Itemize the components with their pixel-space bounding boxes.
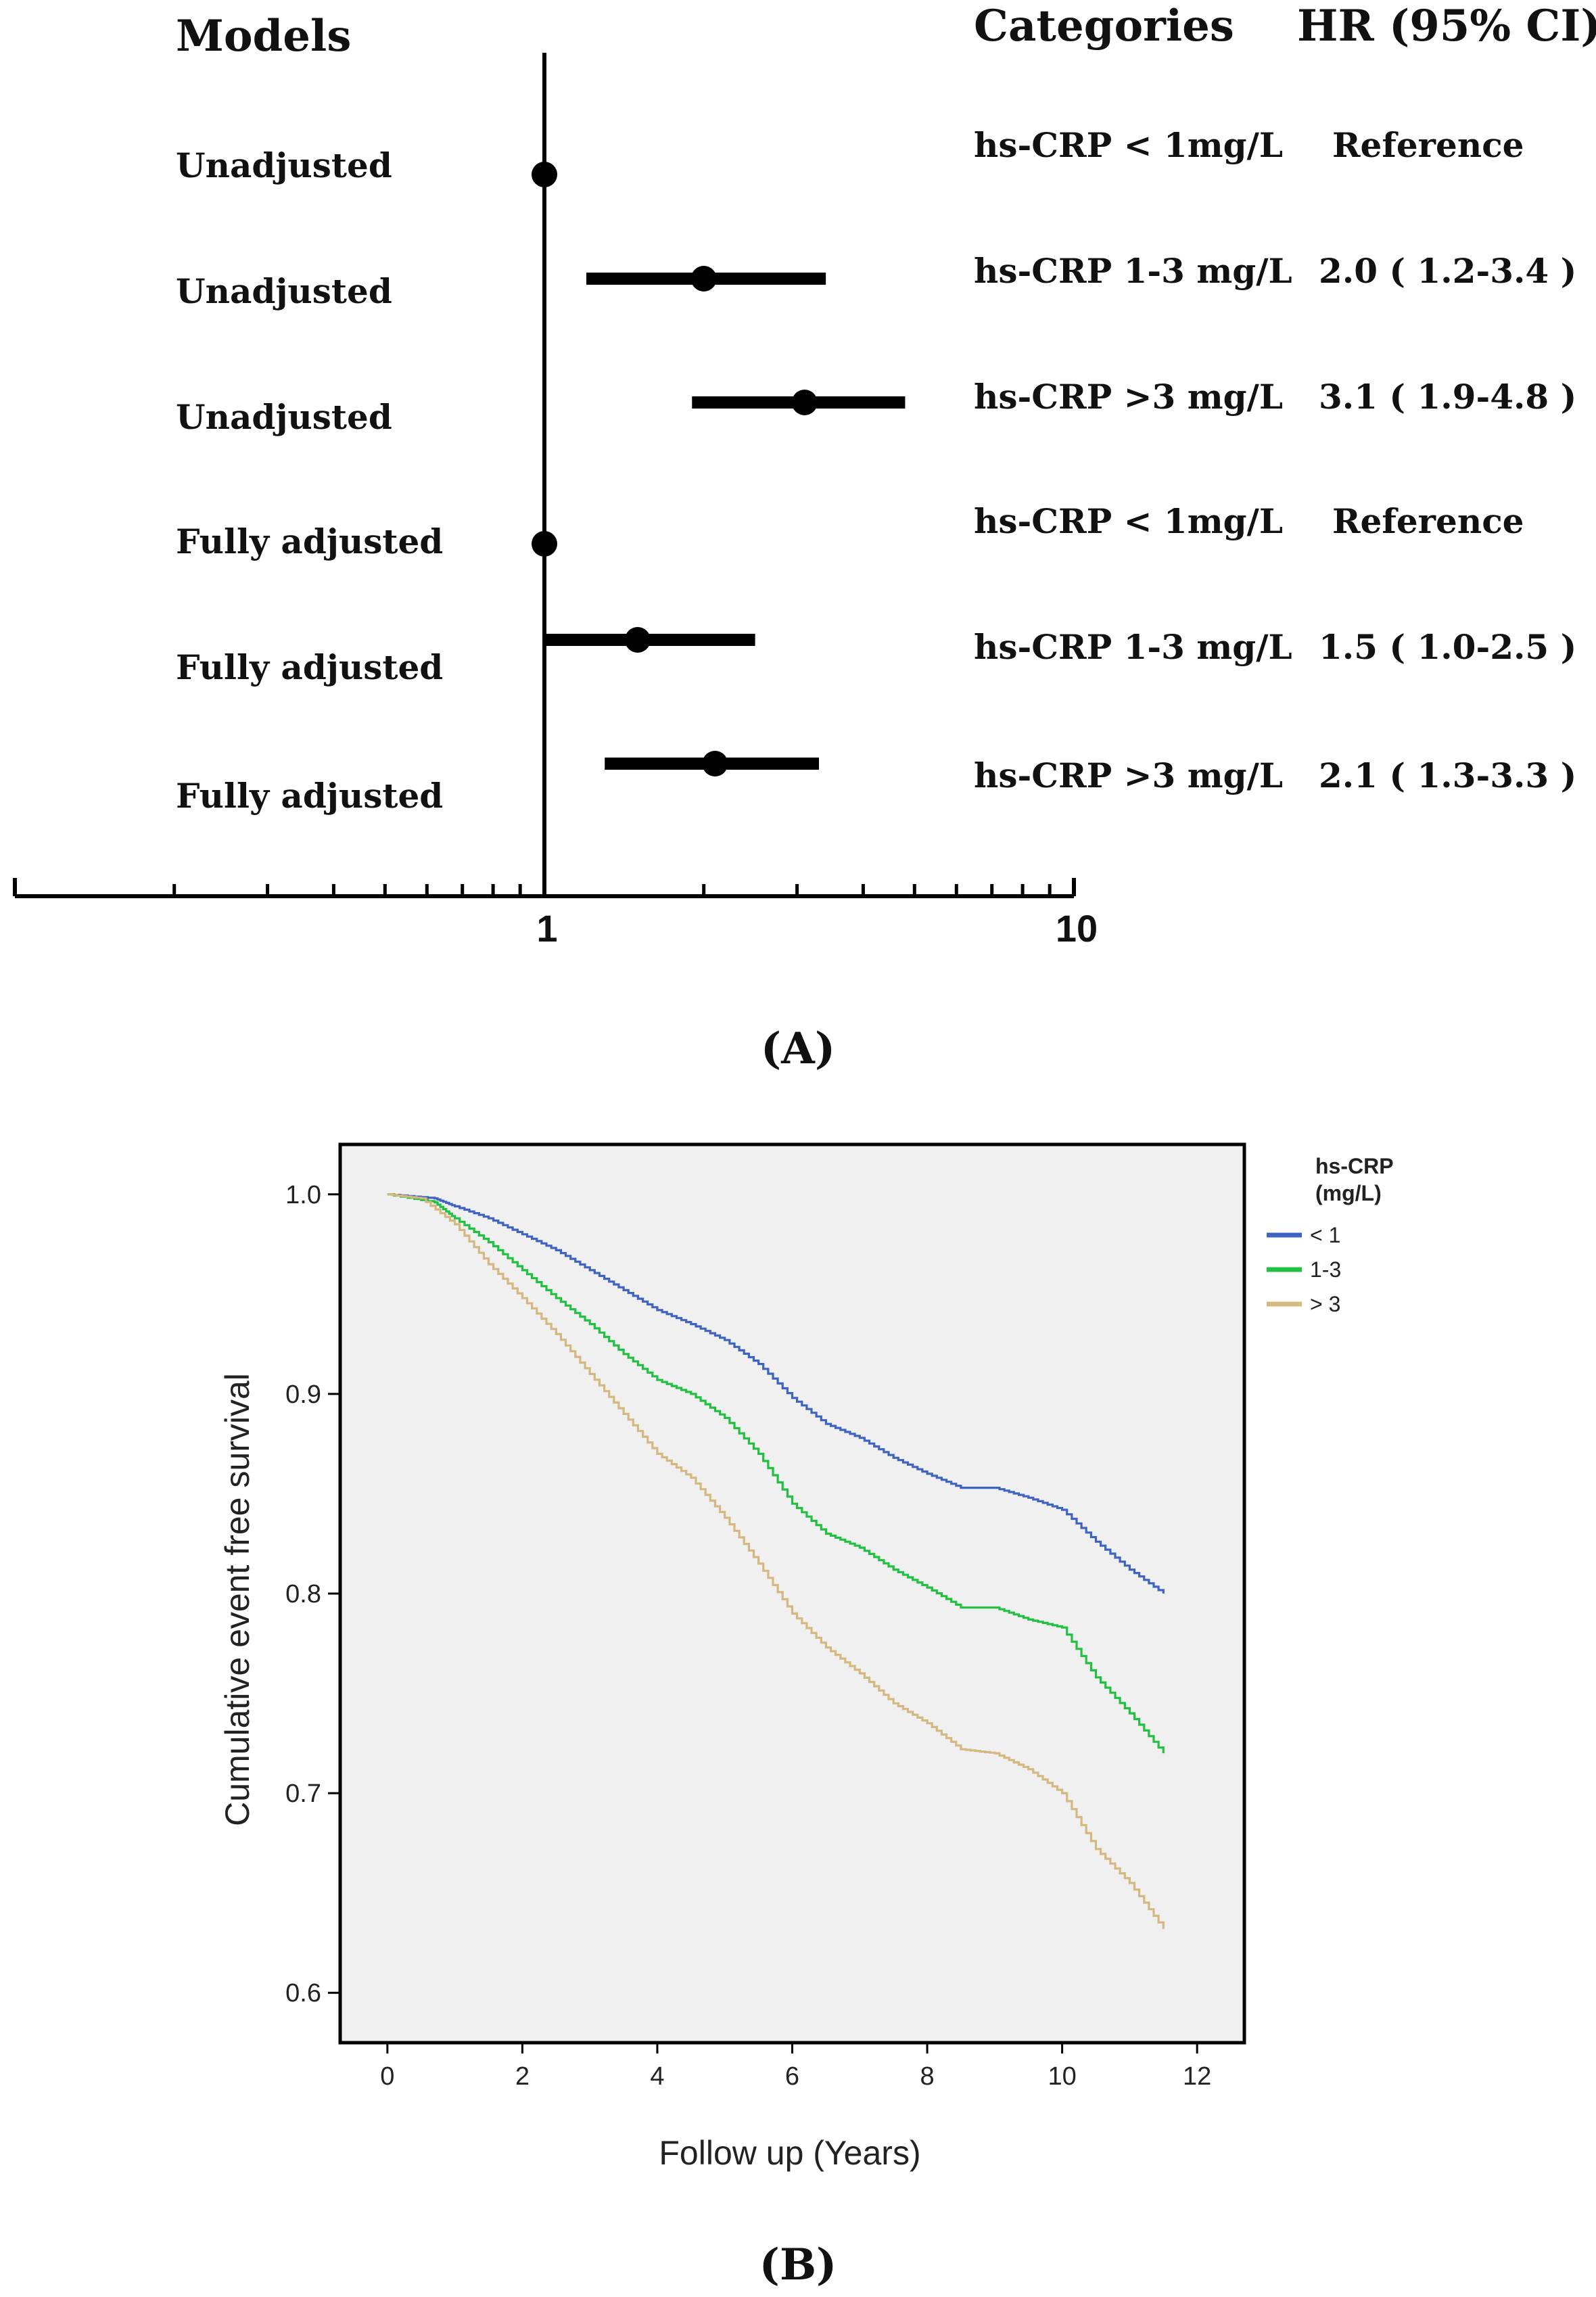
categories-header: Categories	[974, 1, 1234, 51]
hr-point	[791, 390, 818, 415]
forest-plot-panel: Models Categories HR (95% CI) Unadjusted…	[13, 1, 1596, 1074]
model-label: Fully adjusted	[176, 521, 443, 561]
category-label: hs-CRP 1-3 mg/L	[974, 627, 1292, 667]
legend-label: < 1	[1310, 1223, 1340, 1247]
model-label: Fully adjusted	[176, 647, 443, 687]
category-label: hs-CRP 1-3 mg/L	[974, 251, 1292, 291]
survival-plot-panel: 0 2 4 6 8 10 12 0.6 0.7 0.8 0.9 1.0 Follow up (Year…	[218, 1142, 1394, 2290]
models-header: Models	[176, 11, 351, 62]
forest-row: Unadjusted hs-CRP >3 mg/L 3.1 ( 1.9-4.8 )	[176, 377, 1576, 437]
x-axis-ticks: 1 10	[13, 878, 1098, 950]
y-axis-label: Cumulative event free survival	[218, 1373, 256, 1826]
y-tick-label: 0.8	[285, 1580, 321, 1608]
hr-header: HR (95% CI)	[1297, 1, 1596, 51]
hr-value: 2.1 ( 1.3-3.3 )	[1319, 756, 1576, 795]
legend-label: > 3	[1310, 1292, 1340, 1316]
hr-value: Reference	[1332, 125, 1524, 165]
forest-row: Fully adjusted hs-CRP 1-3 mg/L 1.5 ( 1.0-2…	[176, 627, 1576, 687]
y-tick-label: 0.6	[285, 1979, 321, 2008]
x-tick-label: 6	[785, 2062, 799, 2091]
x-tick-label: 0	[380, 2062, 394, 2091]
model-label: Unadjusted	[176, 145, 392, 185]
survival-curve	[387, 1193, 1165, 1929]
model-label: Fully adjusted	[176, 776, 443, 816]
model-label: Unadjusted	[176, 271, 392, 311]
x-tick-label: 12	[1183, 2062, 1211, 2091]
forest-row: Fully adjusted hs-CRP < 1mg/L Reference	[176, 501, 1524, 561]
category-label: hs-CRP < 1mg/L	[974, 501, 1283, 541]
category-label: hs-CRP >3 mg/L	[974, 377, 1283, 417]
survival-curve	[387, 1193, 1165, 1594]
forest-row: Unadjusted hs-CRP 1-3 mg/L 2.0 ( 1.2-3.4 )	[176, 251, 1576, 311]
hr-point	[624, 627, 651, 653]
y-tick-label: 0.7	[285, 1780, 321, 1808]
km-axes: 0 2 4 6 8 10 12 0.6 0.7 0.8 0.9 1.0	[285, 1181, 1211, 2091]
x-tick-label: 4	[650, 2062, 664, 2091]
legend-label: 1-3	[1310, 1257, 1341, 1282]
x-tick-label: 10	[1048, 2062, 1076, 2091]
y-tick-label: 1.0	[285, 1181, 321, 1209]
km-series	[387, 1193, 1165, 1929]
forest-row: Fully adjusted hs-CRP >3 mg/L 2.1 ( 1.3-3.…	[176, 751, 1576, 816]
category-label: hs-CRP < 1mg/L	[974, 125, 1283, 165]
x-axis-label: Follow up (Years)	[659, 2134, 920, 2172]
legend-title-line2: (mg/L)	[1315, 1181, 1382, 1205]
plot-area	[338, 1142, 1246, 2045]
survival-curve	[387, 1193, 1165, 1754]
panel-a-label: (A)	[761, 1023, 835, 1074]
hr-point	[690, 266, 717, 292]
x-tick-label: 1	[536, 907, 557, 950]
legend-title-line1: hs-CRP	[1315, 1154, 1394, 1178]
y-tick-label: 0.9	[285, 1380, 321, 1409]
legend: hs-CRP (mg/L) < 1 1-3 > 3	[1267, 1154, 1394, 1316]
x-tick-label: 2	[515, 2062, 530, 2091]
hr-value: Reference	[1332, 501, 1524, 541]
hr-value: 1.5 ( 1.0-2.5 )	[1319, 627, 1576, 667]
category-label: hs-CRP >3 mg/L	[974, 756, 1283, 795]
x-tick-label: 8	[920, 2062, 934, 2091]
forest-row: Unadjusted hs-CRP < 1mg/L Reference	[176, 125, 1524, 187]
hr-value: 2.0 ( 1.2-3.4 )	[1319, 251, 1576, 291]
panel-b-label: (B)	[759, 2240, 837, 2290]
model-label: Unadjusted	[176, 397, 392, 437]
hr-value: 3.1 ( 1.9-4.8 )	[1319, 377, 1576, 417]
hr-point	[702, 751, 728, 776]
x-tick-label: 10	[1056, 907, 1098, 950]
